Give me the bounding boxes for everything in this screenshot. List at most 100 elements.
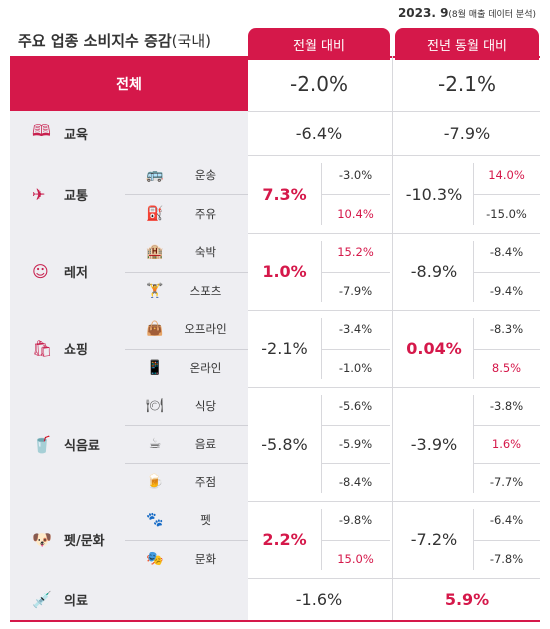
report-date: 2023. 9(8월 매출 데이터 분석) [397,6,536,20]
subcategory-mom-value: -5.6% [338,399,373,413]
subcategory-row: 📱 온라인 [125,348,248,387]
coffee-cup-icon: ☕ [148,436,162,452]
sub-divider [473,539,540,541]
sub-divider [125,348,248,350]
subcategory-yoy-value: -7.8% [489,551,524,566]
subcategory-row: 🚌 운송 [125,155,248,194]
subcategory-row: 🍺 주점 [125,463,248,501]
category-yoy-value: -7.2% [410,530,458,549]
subcategory-mom-value: 15.2% [337,245,374,260]
subcategory-label: 펫 [200,513,211,528]
column-divider [321,163,322,225]
subcategory-yoy-value: -8.4% [489,245,524,260]
bottom-rule [10,620,540,622]
sub-divider [473,271,540,273]
sub-divider [125,271,248,273]
category-yoy-value: -8.9% [410,262,458,281]
category-pet: 🐶 펫/문화 [10,501,125,578]
column-divider [473,318,474,379]
category-mom-value: 2.2% [262,530,307,549]
subcategory-label: 식당 [194,399,217,413]
subcategory-yoy-value: 1.6% [491,437,522,451]
subcategory-mom-value: -3.4% [338,322,373,337]
book-icon: 🕮 [32,120,51,140]
row-divider [10,501,540,502]
sub-divider [473,348,540,350]
paw-icon: 🐾 [146,512,164,529]
subcategory-label: 주유 [194,206,217,221]
sub-divider [321,271,390,273]
subcategory-mom-value: 15.0% [337,551,374,566]
column-header-yoy: 전년 동월 대비 [395,28,539,60]
subcategory-label: 주점 [194,475,217,489]
column-header-mom: 전월 대비 [248,28,390,60]
category-label: 식음료 [64,438,100,454]
food-drink-icon: 🥤 [32,434,52,454]
subcategory-label: 온라인 [189,360,222,375]
subcategory-yoy-value: -7.7% [489,475,524,489]
fuel-pump-icon: ⛽ [146,205,164,222]
subcategory-mom-value: -3.0% [338,167,373,182]
category-label: 의료 [64,594,88,609]
column-divider [321,318,322,379]
category-label: 쇼핑 [64,343,88,358]
row-divider [10,233,540,234]
column-divider [473,395,474,493]
category-label: 레저 [64,266,88,281]
category-medical: 💉 의료 [10,578,248,621]
subcategory-label: 운송 [194,167,217,182]
table-title: 주요 업종 소비지수 증감(국내) [18,32,211,50]
sub-divider [473,194,540,195]
category-mom-value: -2.1% [261,339,308,358]
divider [248,111,540,112]
category-label: 펫/문화 [64,534,105,549]
bus-icon: 🚌 [146,166,164,183]
table-title-note: (국내) [171,32,211,50]
smile-icon: ☺ [32,262,49,281]
column-divider [473,241,474,302]
sub-divider [321,348,390,350]
sub-divider [321,194,390,195]
category-food: 🥤 식음료 [10,387,125,501]
airplane-icon: ✈ [32,184,46,204]
subcategory-yoy-value: 8.5% [491,360,522,375]
subcategory-yoy-value: -15.0% [486,206,527,221]
subcategory-label: 숙박 [194,245,217,260]
subcategory-yoy-value: -8.3% [489,322,524,337]
category-mom-value: -5.8% [261,434,308,454]
subcategory-mom-value: -5.9% [338,437,373,451]
total-label: 전체 [10,56,248,111]
subcategory-row: 🏋 스포츠 [125,271,248,310]
subcategory-mom-value: -7.9% [338,283,373,298]
subcategory-row: 🏨 숙박 [125,233,248,272]
hotel-icon: 🏨 [146,244,164,261]
subcategory-label: 스포츠 [189,283,222,298]
category-yoy-value: -3.9% [410,434,458,454]
column-divider [321,395,322,493]
sub-divider [125,539,248,541]
subcategory-mom-value: -1.0% [338,360,373,375]
sub-divider [321,425,390,426]
row-divider [10,310,540,311]
column-divider [473,163,474,225]
category-label: 교통 [64,188,88,204]
column-divider [321,241,322,302]
total-mom-value: -2.0% [289,71,349,96]
category-mom-value: -1.6% [295,590,343,609]
subcategory-yoy-value: -3.8% [489,399,524,413]
subcategory-mom-value: -8.4% [338,475,373,489]
culture-icon: 🎭 [146,550,164,567]
dumbbell-icon: 🏋 [146,282,164,299]
subcategory-label: 문화 [194,551,217,566]
mobile-shop-icon: 📱 [146,359,164,376]
sub-divider [125,463,248,464]
top-rule [10,56,540,58]
column-divider [392,56,393,621]
category-yoy-value: 0.04% [406,339,462,358]
category-label: 교육 [64,127,88,143]
subcategory-label: 음료 [194,437,217,451]
column-divider [321,509,322,570]
subcategory-yoy-value: 14.0% [488,167,525,182]
category-mom-value: 1.0% [262,262,307,281]
subcategory-row: ☕ 음료 [125,425,248,463]
